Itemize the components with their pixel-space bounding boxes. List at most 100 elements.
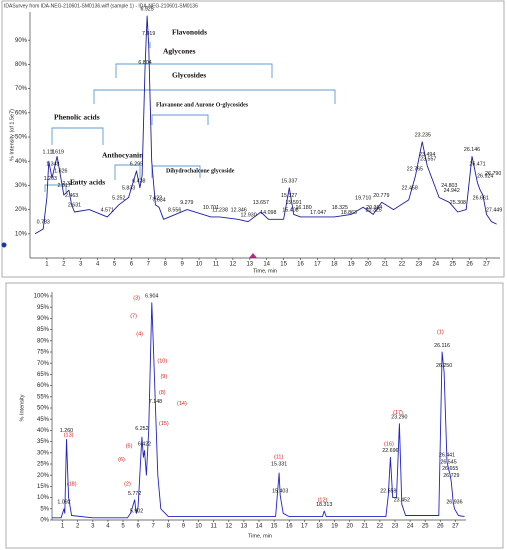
y-tick-label: 45%	[37, 417, 50, 423]
x-tick-label: 11	[211, 524, 218, 530]
x-tick-label: 20	[346, 524, 353, 530]
x-tick-label: 11	[213, 262, 220, 268]
bracket	[115, 63, 273, 78]
x-tick-label: 9	[180, 262, 184, 268]
peak-label: 20.364	[366, 205, 382, 211]
compound-marker: (5)	[126, 444, 133, 450]
peak-label: 1.348	[46, 161, 59, 167]
peak-label: 9.279	[180, 200, 193, 206]
peak-label: 16.180	[295, 205, 311, 211]
peak-label: 26.441	[439, 453, 455, 459]
y-tick-label: 40%	[15, 159, 28, 165]
peak-label: 15.408	[282, 207, 298, 213]
compound-marker: (6)	[118, 457, 125, 463]
y-tick-label: 90%	[37, 316, 50, 322]
peak-label: 6.904	[145, 294, 158, 300]
x-tick-label: 24	[407, 524, 414, 530]
peak-label: 7.019	[142, 31, 155, 37]
peak-label: 8.556	[168, 207, 181, 213]
peak-label: 13.657	[253, 200, 269, 206]
x-tick-label: 3	[91, 524, 95, 530]
y-tick-label: 20%	[37, 473, 50, 479]
x-axis-label: Time, min	[253, 268, 277, 274]
x-tick-label: 23	[392, 524, 399, 530]
bracket	[44, 184, 67, 192]
y-tick-label: 60%	[37, 383, 50, 389]
y-axis-label: % Intensity	[19, 394, 25, 421]
x-tick-label: 19	[331, 524, 338, 530]
y-tick-label: 80%	[15, 62, 28, 68]
x-tick-label: 22	[399, 262, 406, 268]
x-tick-label: 9	[182, 524, 186, 530]
peak-label: 18.325	[332, 205, 348, 211]
y-tick-label: 95%	[37, 305, 50, 311]
y-tick-label: 70%	[15, 86, 28, 92]
x-tick-label: 27	[452, 524, 459, 530]
compound-marker: (2)	[124, 482, 131, 488]
peak-label: 6.422	[138, 441, 151, 447]
compound-marker: (17)	[393, 410, 403, 416]
peak-label: 23.452	[394, 497, 410, 503]
peak-label: 26.471	[469, 161, 485, 167]
x-tick-label: 15	[271, 524, 278, 530]
peak-label: 24.803	[441, 183, 457, 189]
peak-label: 25.308	[450, 200, 466, 206]
x-tick-label: 10	[195, 524, 202, 530]
annotation: Anthocyanin	[102, 151, 144, 160]
bottom-frame	[5, 282, 504, 549]
x-axis-label: Time, min	[248, 533, 272, 539]
series-line	[34, 15, 497, 235]
peak-label: 22.696	[382, 448, 398, 454]
y-tick-label: 35%	[37, 439, 50, 445]
peak-label: 23.557	[420, 157, 436, 163]
x-tick-label: 23	[416, 262, 423, 268]
peak-label: 23.290	[391, 415, 407, 421]
compound-marker: (15)	[159, 421, 169, 427]
x-tick-label: 7	[147, 262, 151, 268]
peak-label: 1.619	[51, 149, 64, 155]
y-tick-label: 90%	[15, 38, 28, 44]
x-tick-label: 4	[96, 262, 100, 268]
compound-marker: (14)	[177, 401, 187, 407]
x-tick-label: 2	[76, 524, 80, 530]
x-tick-label: 27	[483, 262, 490, 268]
y-tick-label: 0%	[40, 518, 49, 524]
compound-marker: (10)	[157, 358, 167, 364]
annotation: Fatty acids	[70, 178, 105, 187]
y-tick-label: 30%	[15, 183, 28, 189]
y-tick-label: 5%	[40, 506, 49, 512]
x-tick-label: 4	[106, 524, 110, 530]
peak-label: 2.631	[68, 203, 81, 209]
peak-label: 1.826	[54, 169, 67, 175]
y-tick-label: 70%	[37, 361, 50, 367]
bracket	[51, 127, 104, 145]
peak-label: 26.250	[436, 363, 452, 369]
compound-marker: (16)	[384, 441, 394, 447]
x-tick-label: 25	[422, 524, 429, 530]
peak-label: 0.783	[37, 220, 50, 226]
peak-label: 15.331	[271, 462, 287, 468]
x-tick-label: 14	[256, 524, 263, 530]
peak-label: 26.924	[477, 174, 493, 180]
peak-label: 4.571	[101, 207, 114, 213]
peak-label: 5.833	[122, 186, 135, 192]
peak-label: 12.346	[231, 207, 247, 213]
compound-marker: (1)	[437, 329, 444, 335]
x-tick-label: 16	[297, 262, 304, 268]
y-tick-label: 50%	[37, 406, 50, 412]
bracket	[151, 114, 209, 125]
peak-label: 18.863	[341, 210, 357, 216]
x-tick-label: 2	[62, 262, 66, 268]
peak-label: 6.438	[132, 178, 145, 184]
x-tick-label: 21	[382, 262, 389, 268]
y-tick-label: 85%	[37, 327, 50, 333]
peak-label: 7.422	[149, 195, 162, 201]
y-axis-label: % Intensity (of 1.5e7)	[9, 109, 15, 161]
x-tick-label: 15	[280, 262, 287, 268]
y-tick-label: 20%	[15, 207, 28, 213]
compound-marker: (12)	[318, 497, 328, 503]
y-tick-label: 50%	[15, 135, 28, 141]
peak-label: 5.252	[112, 195, 125, 201]
peak-label: 6.295	[130, 161, 143, 167]
